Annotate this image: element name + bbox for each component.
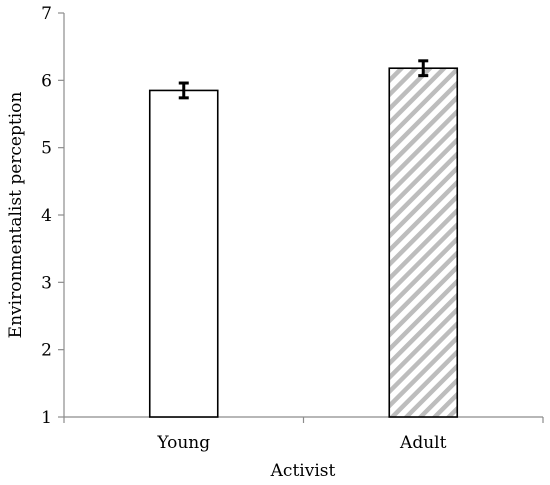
y-tick-label: 6: [41, 71, 52, 91]
y-tick-label: 5: [41, 139, 52, 159]
x-axis-title: Activist: [270, 461, 336, 481]
error-bars: [178, 59, 429, 100]
bar-adult: [388, 67, 459, 418]
y-tick-label: 7: [41, 4, 52, 24]
y-tick-label: 2: [41, 341, 52, 361]
x-tick-label: Young: [156, 433, 210, 453]
y-tick-label: 3: [41, 273, 52, 293]
y-axis: 1 2 3 4 5 6 7: [41, 4, 65, 428]
x-axis: Young Adult: [63, 416, 544, 453]
y-tick-label: 4: [41, 206, 52, 226]
x-tick-label: Adult: [399, 433, 447, 453]
bars: [148, 67, 459, 418]
bar-young: [148, 89, 219, 418]
error-bar-young: [178, 81, 189, 100]
error-bar-adult: [418, 59, 429, 78]
y-axis-title: Environmentalist perception: [6, 92, 26, 339]
y-tick-label: 1: [41, 408, 52, 428]
